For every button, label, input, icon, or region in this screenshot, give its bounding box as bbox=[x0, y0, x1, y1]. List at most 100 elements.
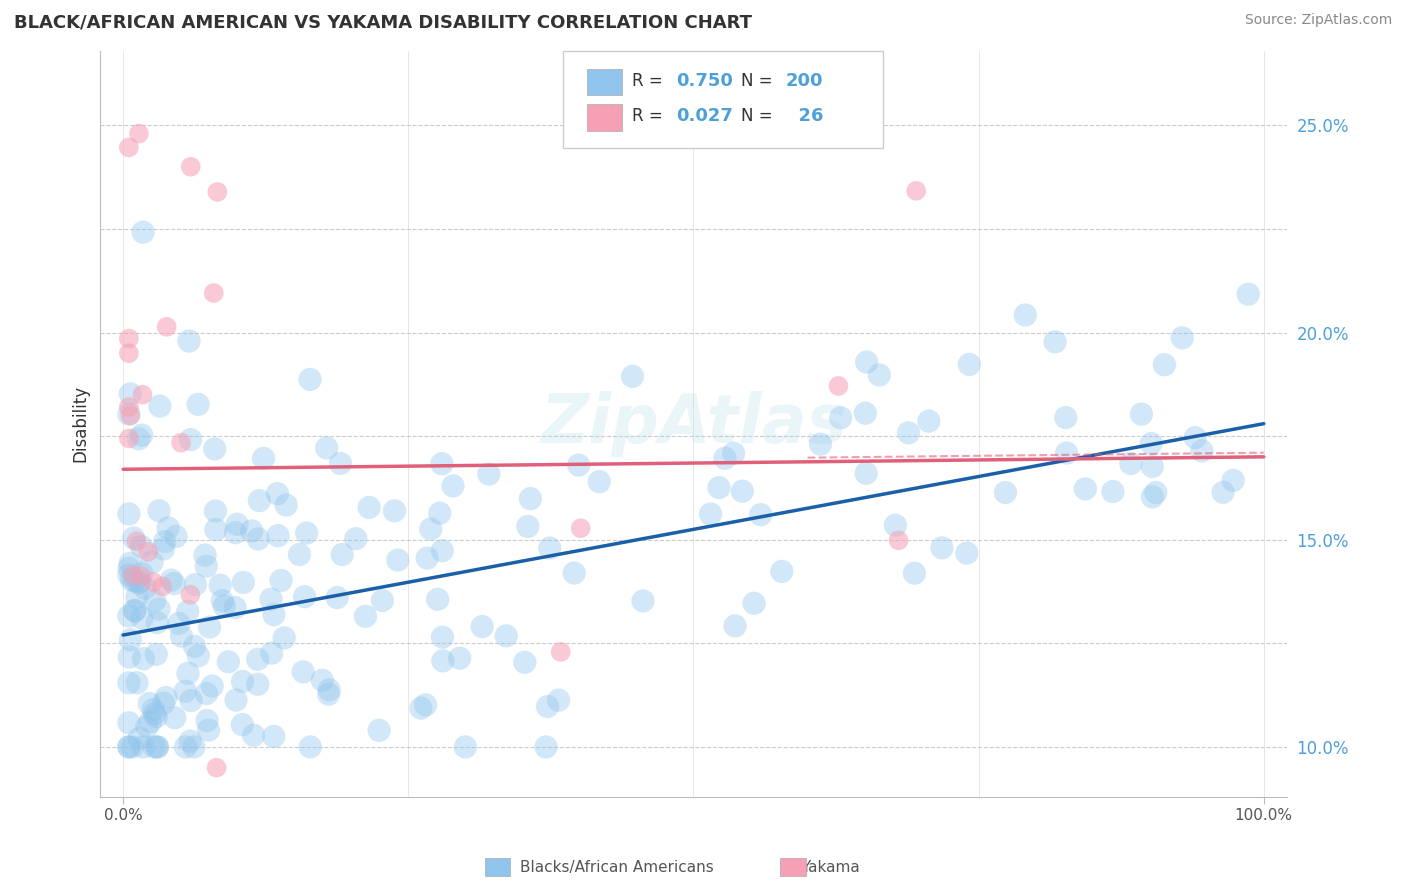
Point bbox=[263, 607, 285, 622]
Point bbox=[429, 506, 451, 520]
Point bbox=[731, 484, 754, 499]
Point bbox=[138, 697, 160, 711]
Point bbox=[224, 600, 246, 615]
Point bbox=[957, 358, 980, 372]
Point bbox=[129, 574, 152, 589]
Point bbox=[125, 534, 148, 549]
Point bbox=[994, 485, 1017, 500]
Point bbox=[163, 576, 186, 591]
Point bbox=[534, 739, 557, 754]
Point bbox=[246, 677, 269, 691]
Point bbox=[118, 407, 141, 421]
Point bbox=[179, 588, 201, 602]
Point bbox=[1144, 485, 1167, 500]
Text: BLACK/AFRICAN AMERICAN VS YAKAMA DISABILITY CORRELATION CHART: BLACK/AFRICAN AMERICAN VS YAKAMA DISABIL… bbox=[14, 13, 752, 31]
Point bbox=[547, 693, 569, 707]
Point bbox=[148, 504, 170, 518]
Point bbox=[232, 575, 254, 590]
Text: 26: 26 bbox=[786, 106, 824, 125]
Point bbox=[749, 508, 772, 522]
Point bbox=[884, 518, 907, 533]
Point bbox=[136, 545, 159, 559]
Point bbox=[242, 728, 264, 742]
Point bbox=[276, 498, 298, 512]
Point bbox=[195, 687, 218, 701]
Text: Source: ZipAtlas.com: Source: ZipAtlas.com bbox=[1244, 13, 1392, 28]
Point bbox=[318, 682, 340, 697]
Text: 0.750: 0.750 bbox=[676, 71, 733, 89]
Point bbox=[180, 433, 202, 447]
Point bbox=[195, 559, 218, 574]
Point bbox=[121, 739, 143, 754]
Point bbox=[724, 619, 747, 633]
Point bbox=[187, 648, 209, 663]
Point bbox=[120, 557, 142, 571]
Point bbox=[956, 546, 979, 560]
Point bbox=[131, 428, 153, 442]
Text: R =: R = bbox=[631, 71, 668, 89]
Point bbox=[1130, 407, 1153, 421]
Point bbox=[187, 397, 209, 411]
Point bbox=[128, 576, 150, 591]
Text: R =: R = bbox=[631, 106, 668, 125]
Point bbox=[205, 761, 228, 775]
Point bbox=[260, 592, 283, 607]
Point bbox=[409, 701, 432, 715]
Point bbox=[1237, 287, 1260, 301]
Point bbox=[513, 656, 536, 670]
Y-axis label: Disability: Disability bbox=[72, 385, 89, 462]
Point bbox=[125, 675, 148, 690]
Point bbox=[855, 355, 877, 369]
Point bbox=[329, 457, 352, 471]
Point bbox=[699, 507, 721, 521]
Point bbox=[315, 441, 337, 455]
Point bbox=[538, 541, 561, 556]
Point bbox=[170, 629, 193, 643]
Point bbox=[516, 519, 538, 533]
Point bbox=[118, 400, 141, 414]
Point bbox=[827, 379, 849, 393]
Point bbox=[311, 673, 333, 688]
Point bbox=[1056, 446, 1078, 460]
Point bbox=[631, 594, 654, 608]
Point bbox=[134, 581, 156, 595]
Point bbox=[180, 160, 202, 174]
Point bbox=[207, 185, 229, 199]
Point bbox=[903, 566, 925, 581]
Point bbox=[247, 493, 270, 508]
Point bbox=[354, 609, 377, 624]
Point bbox=[471, 619, 494, 633]
Point bbox=[201, 679, 224, 693]
Point bbox=[131, 387, 153, 401]
Point bbox=[432, 654, 454, 668]
Point bbox=[931, 541, 953, 555]
Point bbox=[174, 739, 197, 754]
Point bbox=[124, 604, 146, 618]
Point bbox=[1054, 410, 1077, 425]
Point bbox=[150, 580, 173, 594]
Point bbox=[621, 369, 644, 384]
Point bbox=[905, 184, 928, 198]
Point bbox=[146, 739, 169, 754]
Point bbox=[1212, 485, 1234, 500]
Text: 200: 200 bbox=[786, 71, 824, 89]
Point bbox=[152, 541, 174, 556]
Point bbox=[204, 442, 226, 456]
Point bbox=[120, 632, 142, 647]
Point bbox=[252, 451, 274, 466]
Point bbox=[295, 526, 318, 541]
Point bbox=[299, 739, 322, 754]
Point bbox=[157, 521, 180, 535]
Point bbox=[118, 140, 141, 154]
Point bbox=[204, 523, 226, 537]
Point bbox=[1153, 358, 1175, 372]
Point bbox=[146, 615, 169, 630]
Point bbox=[118, 650, 141, 665]
Point bbox=[723, 446, 745, 460]
Point bbox=[211, 593, 233, 607]
Point bbox=[132, 739, 155, 754]
Point bbox=[294, 590, 316, 604]
Point bbox=[131, 566, 153, 581]
Point bbox=[247, 532, 270, 546]
Point bbox=[183, 739, 205, 754]
